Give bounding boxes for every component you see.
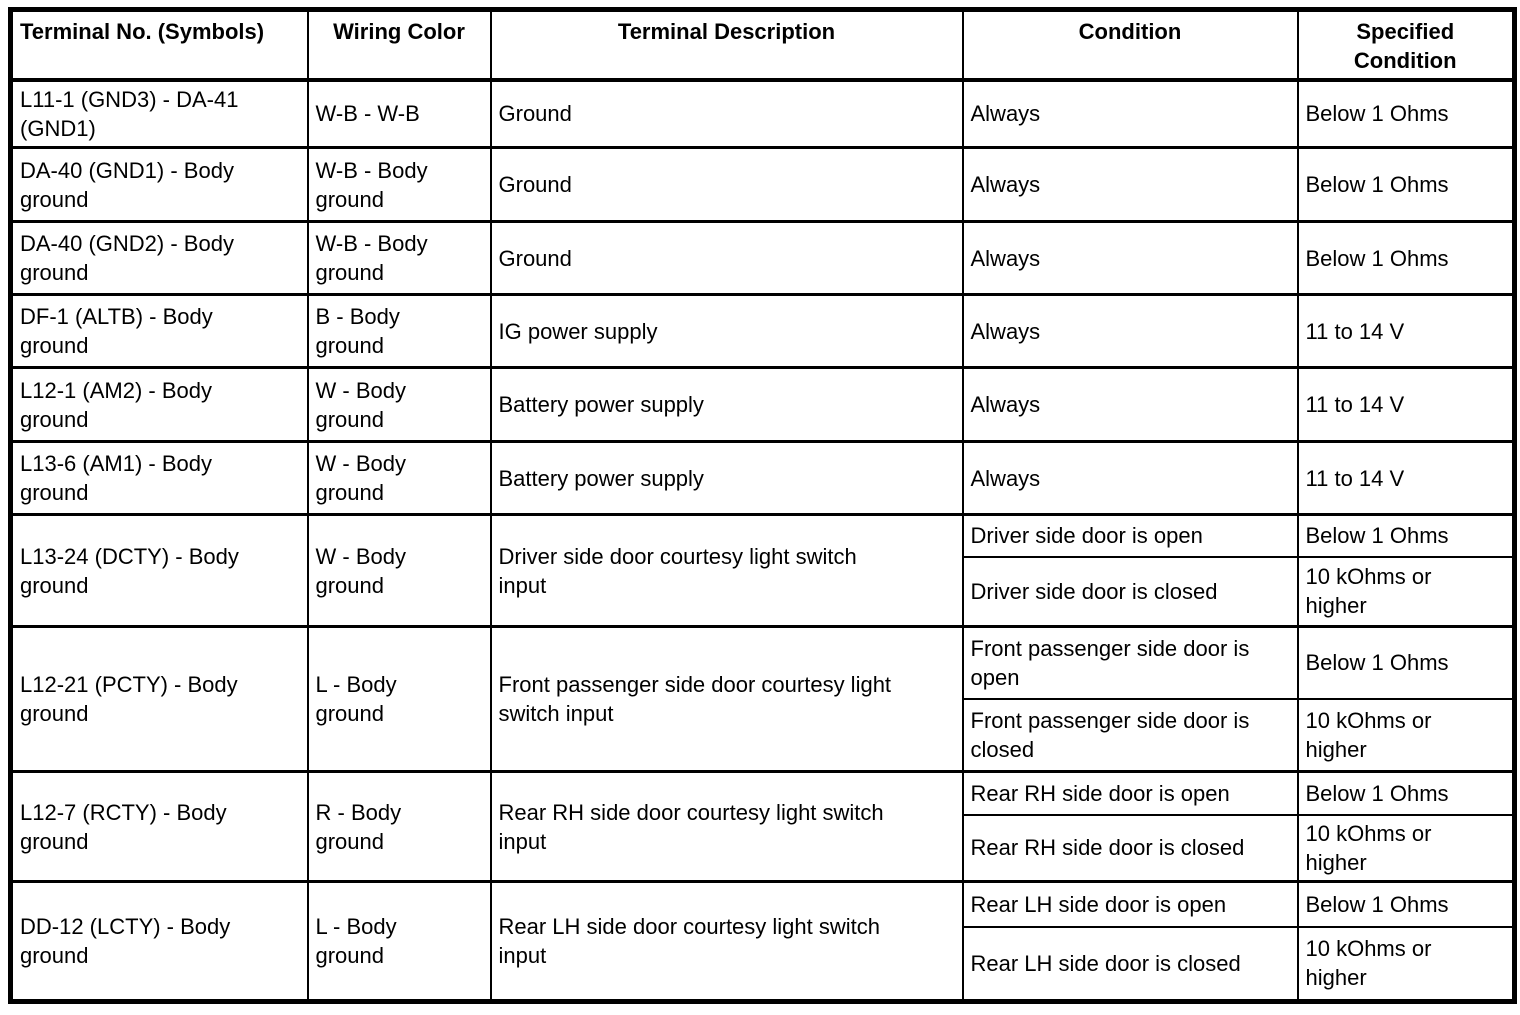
terminal-cell: L12-1 (AM2) - Body ground: [9, 366, 309, 443]
terminal-description-cell: Ground: [489, 220, 964, 296]
terminal-cell: DD-12 (LCTY) - Body ground: [9, 880, 309, 1003]
col-header-specified-condition: Specified Condition: [1296, 8, 1516, 82]
specified-condition-cell: Below 1 Ohms: [1296, 78, 1516, 149]
terminal-description-cell: Battery power supply: [489, 366, 964, 443]
terminal-description-cell: IG power supply: [489, 293, 964, 369]
table-row: L13-6 (AM1) - Body ground W - Body groun…: [9, 440, 1516, 516]
terminal-description-cell: Rear LH side door courtesy light switch …: [489, 880, 964, 1003]
table-row: L12-21 (PCTY) - Body ground L - Body gro…: [9, 625, 1516, 773]
wiring-color-cell: W - Body ground: [306, 513, 492, 628]
specified-condition-cell: 11 to 14 V: [1296, 440, 1516, 516]
wiring-color-cell: W-B - Body ground: [306, 220, 492, 296]
specified-condition-cell: Below 1 Ohms: [1296, 220, 1516, 296]
col-header-condition: Condition: [961, 8, 1299, 82]
table-row: L11-1 (GND3) - DA-41 (GND1) W-B - W-B Gr…: [9, 78, 1516, 149]
wiring-color-cell: W-B - W-B: [306, 78, 492, 149]
terminal-cell: L12-21 (PCTY) - Body ground: [9, 625, 309, 773]
terminal-inspection-table: Terminal No. (Symbols) Wiring Color Term…: [8, 7, 1517, 1004]
condition-cell: Rear LH side door is closed: [961, 925, 1299, 1003]
condition-cell: Front passenger side door is open: [961, 625, 1299, 700]
table-row: DA-40 (GND1) - Body ground W-B - Body gr…: [9, 146, 1516, 223]
condition-cell: Driver side door is open: [961, 513, 1299, 558]
header-row: Terminal No. (Symbols) Wiring Color Term…: [9, 8, 1516, 82]
condition-cell: Rear RH side door is closed: [961, 813, 1299, 883]
terminal-description-cell: Driver side door courtesy light switch i…: [489, 513, 964, 628]
terminal-description-cell: Battery power supply: [489, 440, 964, 516]
terminal-cell: L11-1 (GND3) - DA-41 (GND1): [9, 78, 309, 149]
specified-condition-cell: 11 to 14 V: [1296, 366, 1516, 443]
table-subrow: Driver side door is closed 10 kOhms or h…: [11, 555, 1516, 628]
table-row: L13-24 (DCTY) - Body ground W - Body gro…: [9, 513, 1516, 628]
condition-cell: Always: [961, 440, 1299, 516]
condition-cell: Always: [961, 146, 1299, 223]
terminal-description-cell: Ground: [489, 146, 964, 223]
table-subrow: Rear RH side door is closed 10 kOhms or …: [11, 813, 1516, 883]
specified-condition-cell: 10 kOhms or higher: [1296, 925, 1516, 1003]
condition-cell: Rear RH side door is open: [961, 770, 1299, 816]
table-row: L12-7 (RCTY) - Body ground R - Body grou…: [9, 770, 1516, 883]
table-body: L11-1 (GND3) - DA-41 (GND1) W-B - W-B Gr…: [9, 78, 1516, 1003]
terminal-cell: DF-1 (ALTB) - Body ground: [9, 293, 309, 369]
condition-cell: Always: [961, 220, 1299, 296]
condition-cell: Always: [961, 366, 1299, 443]
table-header: Terminal No. (Symbols) Wiring Color Term…: [9, 8, 1516, 82]
terminal-cell: L13-6 (AM1) - Body ground: [9, 440, 309, 516]
col-header-wiring-color: Wiring Color: [306, 8, 492, 82]
terminal-cell: L12-7 (RCTY) - Body ground: [9, 770, 309, 883]
table-subrow: Front passenger side door is closed 10 k…: [11, 697, 1516, 773]
wiring-color-cell: L - Body ground: [306, 625, 492, 773]
specified-condition-cell: 10 kOhms or higher: [1296, 697, 1516, 773]
terminal-description-cell: Front passenger side door courtesy light…: [489, 625, 964, 773]
condition-cell: Always: [961, 78, 1299, 149]
specified-condition-cell: Below 1 Ohms: [1296, 770, 1516, 816]
specified-condition-cell: 11 to 14 V: [1296, 293, 1516, 369]
condition-cell: Driver side door is closed: [961, 555, 1299, 628]
wiring-color-cell: L - Body ground: [306, 880, 492, 1003]
table-row: DD-12 (LCTY) - Body ground L - Body grou…: [9, 880, 1516, 1003]
table-row: L12-1 (AM2) - Body ground W - Body groun…: [9, 366, 1516, 443]
wiring-color-cell: W-B - Body ground: [306, 146, 492, 223]
table-row: DA-40 (GND2) - Body ground W-B - Body gr…: [9, 220, 1516, 296]
wiring-color-cell: W - Body ground: [306, 366, 492, 443]
wiring-color-cell: B - Body ground: [306, 293, 492, 369]
condition-cell: Front passenger side door is closed: [961, 697, 1299, 773]
terminal-cell: DA-40 (GND2) - Body ground: [9, 220, 309, 296]
col-header-terminal-description: Terminal Description: [489, 8, 964, 82]
wiring-color-cell: R - Body ground: [306, 770, 492, 883]
specified-condition-cell: Below 1 Ohms: [1296, 625, 1516, 700]
table-row: DF-1 (ALTB) - Body ground B - Body groun…: [9, 293, 1516, 369]
specified-condition-cell: Below 1 Ohms: [1296, 146, 1516, 223]
terminal-cell: DA-40 (GND1) - Body ground: [9, 146, 309, 223]
wiring-color-cell: W - Body ground: [306, 440, 492, 516]
terminal-description-cell: Rear RH side door courtesy light switch …: [489, 770, 964, 883]
specified-condition-cell: Below 1 Ohms: [1296, 513, 1516, 558]
table-subrow: Rear LH side door is closed 10 kOhms or …: [11, 925, 1516, 1003]
terminal-description-cell: Ground: [489, 78, 964, 149]
condition-cell: Rear LH side door is open: [961, 880, 1299, 928]
specified-condition-cell: Below 1 Ohms: [1296, 880, 1516, 928]
condition-cell: Always: [961, 293, 1299, 369]
col-header-terminal-no: Terminal No. (Symbols): [9, 8, 309, 82]
specified-condition-cell: 10 kOhms or higher: [1296, 813, 1516, 883]
specified-condition-cell: 10 kOhms or higher: [1296, 555, 1516, 628]
terminal-cell: L13-24 (DCTY) - Body ground: [9, 513, 309, 628]
